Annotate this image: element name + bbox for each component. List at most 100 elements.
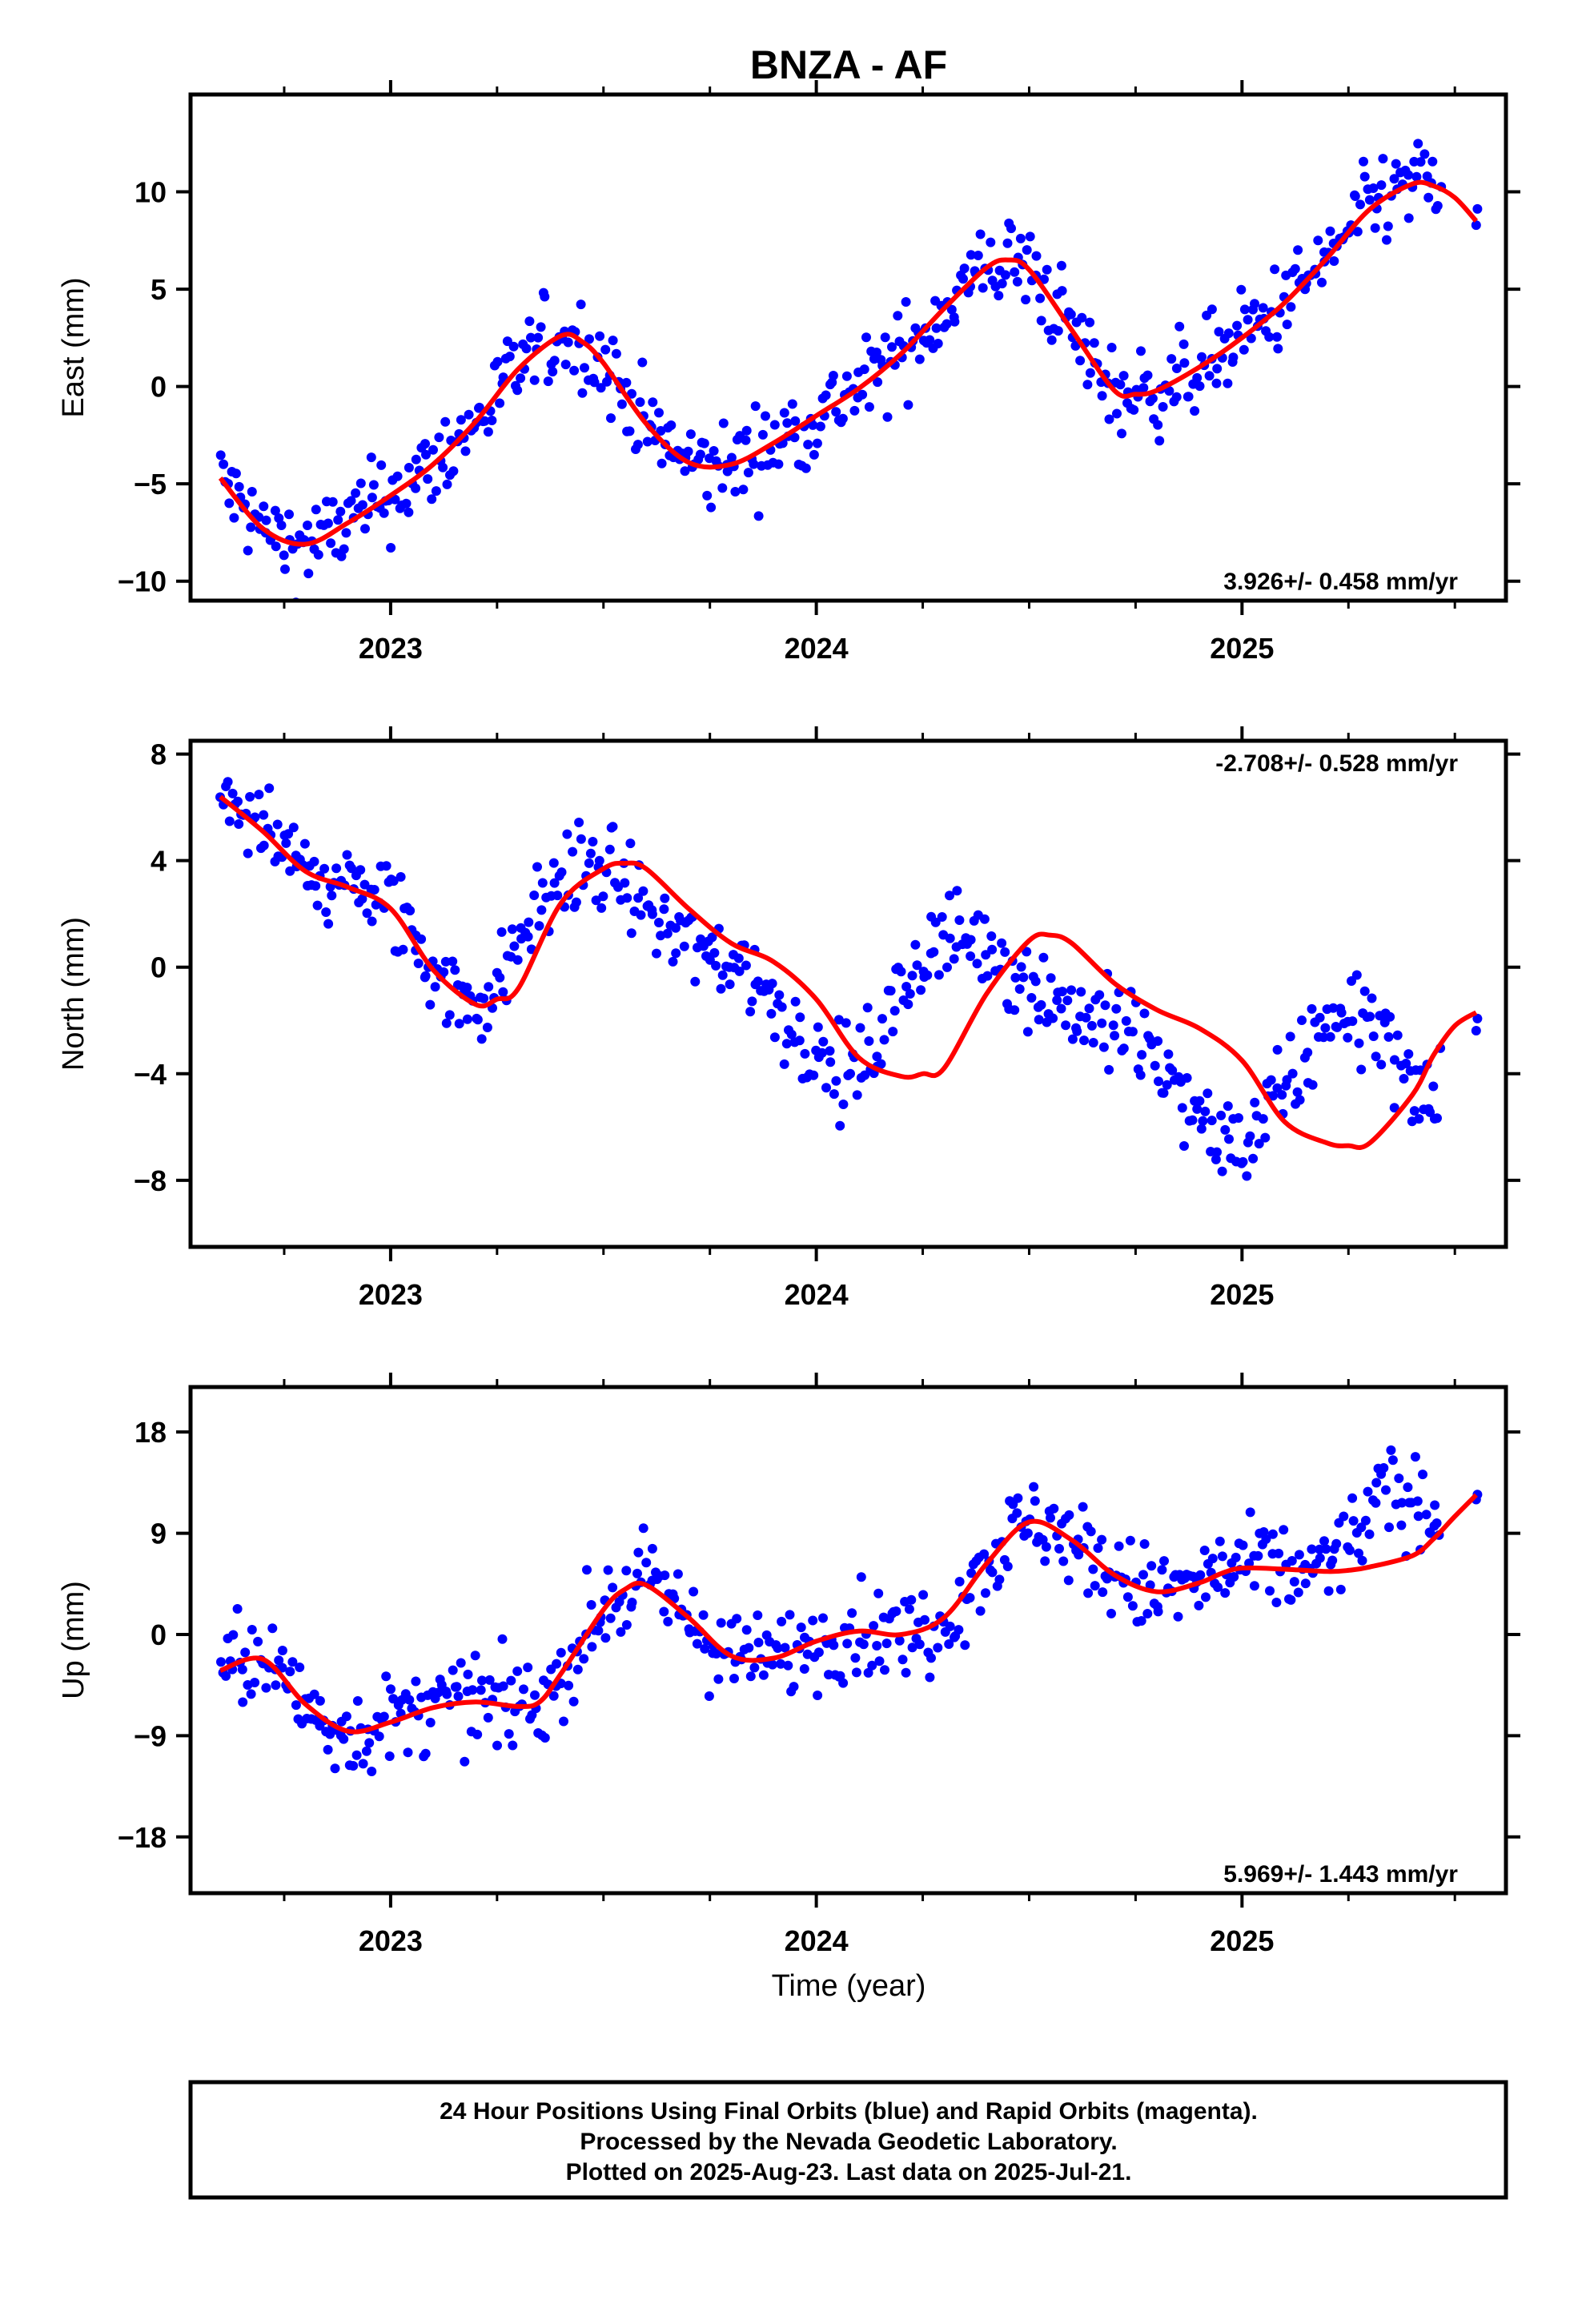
north-data-point: [767, 979, 777, 989]
north-data-point: [496, 927, 507, 937]
up-data-point: [1344, 1545, 1355, 1555]
north-data-point: [835, 1120, 845, 1131]
north-data-point: [1182, 1073, 1192, 1083]
east-data-point: [303, 521, 312, 530]
up-data-point: [452, 1682, 462, 1692]
east-data-point: [1183, 392, 1194, 402]
north-data-point: [912, 960, 922, 971]
north-data-point: [766, 1008, 777, 1019]
up-data-point: [1153, 1606, 1163, 1617]
up-data-point: [348, 1761, 359, 1771]
up-data-point: [1063, 1575, 1074, 1586]
north-data-point: [562, 829, 572, 839]
east-data-point: [803, 440, 813, 450]
up-data-point: [1022, 1528, 1033, 1538]
east-data-point: [1282, 320, 1292, 330]
east-data-point: [861, 332, 871, 343]
up-data-point: [1265, 1586, 1275, 1596]
north-data-point: [942, 962, 952, 972]
up-data-point: [638, 1523, 648, 1534]
east-data-point: [997, 279, 1007, 289]
north-data-point: [588, 837, 598, 846]
east-data-point: [423, 474, 433, 485]
north-data-point: [1127, 1027, 1138, 1037]
up-data-point: [361, 1746, 371, 1756]
north-data-point: [1368, 1031, 1379, 1041]
up-data-point: [954, 1577, 965, 1586]
up-data-point: [1159, 1556, 1169, 1566]
up-data-point: [1231, 1552, 1241, 1562]
east-data-point: [1232, 320, 1243, 331]
east-data-point: [569, 365, 580, 376]
north-data-point: [556, 867, 567, 878]
east-data-point: [1389, 174, 1399, 184]
up-data-point: [492, 1740, 502, 1751]
north-data-point: [821, 1083, 831, 1093]
east-data-point: [215, 450, 226, 460]
east-data-point: [483, 427, 493, 437]
north-data-point: [1385, 1011, 1395, 1022]
east-data-point: [440, 416, 451, 427]
north-data-point: [1277, 1090, 1287, 1100]
north-data-point: [1048, 1013, 1058, 1023]
up-data-point: [508, 1740, 518, 1751]
up-data-point: [352, 1696, 363, 1706]
east-data-point: [789, 432, 800, 443]
east-data-point: [718, 418, 729, 428]
north-data-point: [355, 865, 366, 875]
north-data-point: [534, 921, 544, 931]
east-data-point: [608, 336, 618, 346]
north-data-point: [1303, 1047, 1313, 1058]
up-data-point: [261, 1683, 271, 1693]
east-data-point: [1427, 156, 1438, 167]
north-data-point: [1104, 1064, 1114, 1075]
east-data-point: [1066, 309, 1076, 320]
up-data-point: [965, 1593, 975, 1603]
east-data-point: [773, 459, 784, 469]
east-data-point: [741, 425, 752, 436]
up-data-point: [647, 1543, 657, 1554]
north-data-point: [1192, 1104, 1203, 1114]
east-data-point: [474, 402, 484, 412]
up-data-point: [420, 1748, 431, 1759]
east-data-point: [427, 494, 437, 505]
east-data-point: [335, 506, 346, 517]
up-data-point: [758, 1670, 769, 1680]
east-data-point: [563, 337, 573, 348]
north-data-point: [548, 858, 559, 868]
north-data-point: [1245, 1131, 1255, 1141]
east-data-point: [831, 407, 841, 417]
north-data-point: [825, 1046, 835, 1056]
east-data-point: [576, 300, 586, 310]
east-data-point: [1223, 328, 1234, 339]
up-data-point: [1030, 1496, 1040, 1506]
north-data-point: [1315, 1012, 1325, 1023]
up-data-point: [767, 1659, 777, 1670]
north-data-point: [369, 885, 379, 895]
north-data-point: [795, 1012, 805, 1023]
up-data-point: [1293, 1587, 1303, 1598]
up-data-point: [1379, 1463, 1389, 1473]
up-data-point: [744, 1642, 754, 1653]
north-data-point: [747, 996, 757, 1007]
up-data-point: [253, 1636, 263, 1647]
up-data-point: [1106, 1608, 1116, 1618]
north-data-point: [311, 881, 321, 891]
up-data-point: [1384, 1522, 1394, 1533]
east-data-point: [611, 348, 621, 359]
east-data-point: [966, 250, 976, 260]
up-data-point: [621, 1566, 632, 1576]
up-data-point: [858, 1639, 869, 1650]
north-data-point: [813, 1022, 823, 1032]
north-data-point: [966, 935, 976, 945]
north-data-point: [430, 982, 440, 992]
up-data-point: [847, 1608, 857, 1618]
north-data-point: [1297, 1015, 1307, 1025]
east-data-point: [303, 569, 314, 579]
up-data-point: [881, 1638, 892, 1649]
north-data-point: [1354, 1038, 1364, 1048]
north-data-point: [312, 900, 323, 911]
up-data-point: [1356, 1522, 1367, 1533]
east-data-point: [246, 522, 256, 533]
north-data-point: [660, 893, 670, 903]
